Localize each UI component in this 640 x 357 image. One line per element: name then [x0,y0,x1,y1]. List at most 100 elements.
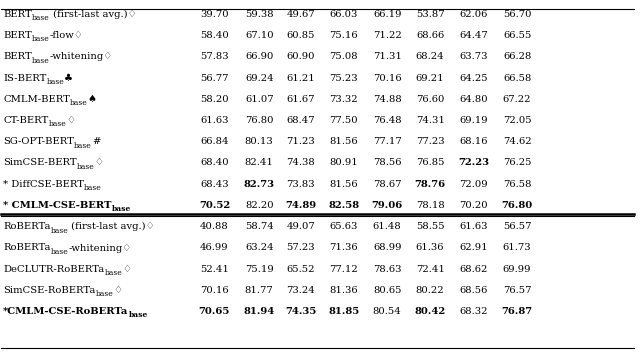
Text: 68.24: 68.24 [416,52,444,61]
Text: 62.91: 62.91 [460,243,488,252]
Text: 63.24: 63.24 [245,243,273,252]
Text: 81.94: 81.94 [244,307,275,316]
Text: 66.03: 66.03 [330,10,358,19]
Text: 70.20: 70.20 [460,201,488,210]
Text: base: base [104,269,122,277]
Text: 58.20: 58.20 [200,95,228,104]
Text: 65.52: 65.52 [287,265,315,274]
Text: BERT: BERT [3,10,32,19]
Text: 77.23: 77.23 [416,137,444,146]
Text: 74.62: 74.62 [503,137,531,146]
Text: 70.52: 70.52 [199,201,230,210]
Text: 66.19: 66.19 [373,10,401,19]
Text: base: base [32,14,50,22]
Text: 59.38: 59.38 [245,10,273,19]
Text: 74.35: 74.35 [285,307,317,316]
Text: 76.80: 76.80 [245,116,273,125]
Text: 58.40: 58.40 [200,31,228,40]
Text: 60.90: 60.90 [287,52,315,61]
Text: 68.99: 68.99 [373,243,401,252]
Text: 82.73: 82.73 [244,180,275,189]
Text: base: base [112,205,131,213]
Text: ♢: ♢ [122,265,131,274]
Text: 76.25: 76.25 [503,159,531,167]
Text: 70.65: 70.65 [198,307,230,316]
Text: 60.85: 60.85 [287,31,315,40]
Text: 68.40: 68.40 [200,159,228,167]
Text: 80.42: 80.42 [415,307,445,316]
Text: *CMLM-CSE-RoBERTa: *CMLM-CSE-RoBERTa [3,307,129,316]
Text: 74.88: 74.88 [373,95,401,104]
Text: IS-BERT: IS-BERT [3,74,47,82]
Text: 77.50: 77.50 [330,116,358,125]
Text: 75.23: 75.23 [330,74,358,82]
Text: 61.63: 61.63 [460,222,488,231]
Text: 78.67: 78.67 [373,180,401,189]
Text: 53.87: 53.87 [416,10,444,19]
Text: 74.31: 74.31 [415,116,445,125]
Text: 56.77: 56.77 [200,74,228,82]
Text: 57.23: 57.23 [287,243,315,252]
Text: base: base [77,163,95,171]
Text: 73.32: 73.32 [330,95,358,104]
Text: 82.58: 82.58 [328,201,359,210]
Text: base: base [70,99,88,107]
Text: CMLM-BERT: CMLM-BERT [3,95,70,104]
Text: 75.16: 75.16 [330,31,358,40]
Text: DeCLUTR-RoBERTa: DeCLUTR-RoBERTa [3,265,104,274]
Text: 40.88: 40.88 [200,222,228,231]
Text: 76.87: 76.87 [502,307,532,316]
Text: -whitening♢: -whitening♢ [50,52,113,61]
Text: base: base [74,142,92,150]
Text: 68.47: 68.47 [287,116,315,125]
Text: 77.17: 77.17 [373,137,401,146]
Text: 39.70: 39.70 [200,10,228,19]
Text: 66.58: 66.58 [503,74,531,82]
Text: 71.22: 71.22 [373,31,401,40]
Text: SimCSE-RoBERTa: SimCSE-RoBERTa [3,286,95,295]
Text: 74.89: 74.89 [285,201,316,210]
Text: 78.63: 78.63 [373,265,401,274]
Text: 68.16: 68.16 [460,137,488,146]
Text: 69.19: 69.19 [460,116,488,125]
Text: 72.41: 72.41 [415,265,445,274]
Text: 46.99: 46.99 [200,243,228,252]
Text: 78.76: 78.76 [415,180,445,189]
Text: 64.25: 64.25 [460,74,488,82]
Text: 70.16: 70.16 [373,74,401,82]
Text: CT-BERT: CT-BERT [3,116,49,125]
Text: 78.56: 78.56 [373,159,401,167]
Text: 72.05: 72.05 [503,116,531,125]
Text: 49.67: 49.67 [287,10,315,19]
Text: 80.54: 80.54 [373,307,401,316]
Text: 56.57: 56.57 [503,222,531,231]
Text: ♠: ♠ [88,95,97,104]
Text: 69.99: 69.99 [503,265,531,274]
Text: SimCSE-BERT: SimCSE-BERT [3,159,77,167]
Text: 67.22: 67.22 [503,95,531,104]
Text: 82.41: 82.41 [244,159,274,167]
Text: 81.77: 81.77 [245,286,273,295]
Text: 67.10: 67.10 [245,31,273,40]
Text: 71.23: 71.23 [287,137,315,146]
Text: (first-last avg.)♢: (first-last avg.)♢ [50,10,136,19]
Text: 66.84: 66.84 [200,137,228,146]
Text: 76.60: 76.60 [416,95,444,104]
Text: 64.47: 64.47 [460,31,488,40]
Text: 81.36: 81.36 [330,286,358,295]
Text: 81.85: 81.85 [328,307,359,316]
Text: 72.23: 72.23 [458,159,489,167]
Text: ♢: ♢ [66,116,76,125]
Text: 72.09: 72.09 [460,180,488,189]
Text: base: base [95,290,113,298]
Text: 76.80: 76.80 [502,201,532,210]
Text: 81.56: 81.56 [330,180,358,189]
Text: base: base [51,248,68,256]
Text: 61.73: 61.73 [503,243,531,252]
Text: base: base [32,35,50,43]
Text: 69.21: 69.21 [416,74,444,82]
Text: BERT: BERT [3,52,32,61]
Text: #: # [92,137,100,146]
Text: 80.13: 80.13 [245,137,273,146]
Text: 75.08: 75.08 [330,52,358,61]
